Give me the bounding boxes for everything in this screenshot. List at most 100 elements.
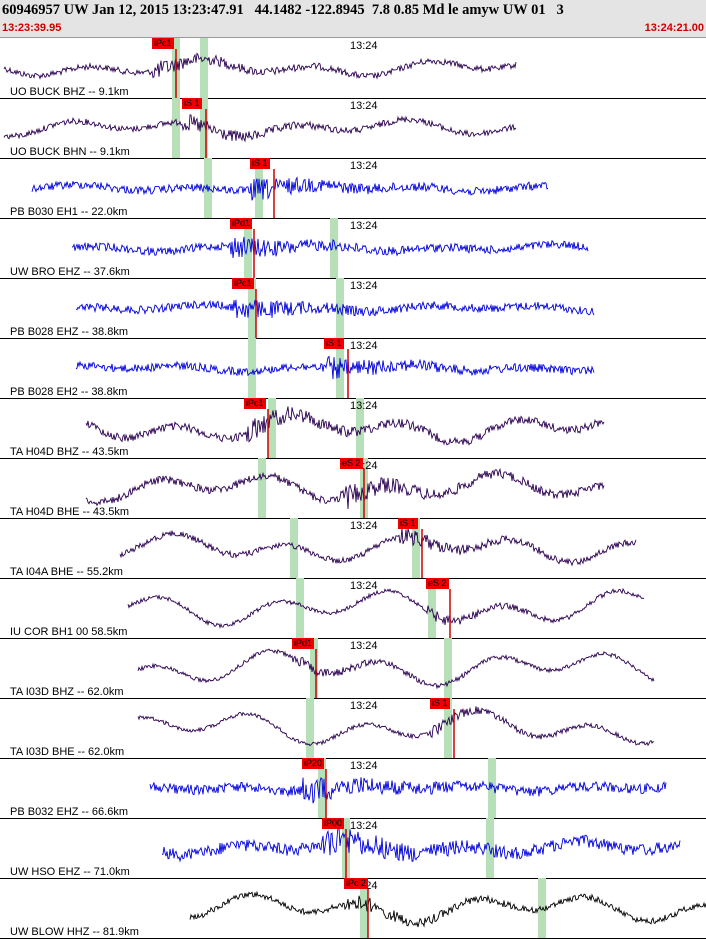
trace-panel[interactable]: 13:24 iPc1 UO BUCK BHZ -- 9.1km xyxy=(0,38,706,99)
channel-label: UW BRO EHZ -- 37.6km xyxy=(10,266,130,278)
minute-tick: 13:24 xyxy=(350,280,378,292)
channel-label: UO BUCK BHN -- 9.1km xyxy=(10,146,130,158)
waveform xyxy=(85,406,605,446)
waveform xyxy=(149,777,667,804)
waveform xyxy=(71,236,589,259)
trace-panel[interactable]: 13:24 iP00 UW HSO EHZ -- 71.0km xyxy=(0,818,706,879)
minute-tick: 13:24 xyxy=(350,700,378,712)
window-bar xyxy=(204,158,212,218)
minute-tick: 13:24 xyxy=(350,340,378,352)
channel-label: TA I04A BHE -- 55.2km xyxy=(10,566,123,578)
window-bar xyxy=(428,578,436,638)
trace-panel[interactable]: 13:24 iPc1 TA H04D BHZ -- 43.5km xyxy=(0,398,706,459)
waveform xyxy=(137,648,655,690)
window-bar xyxy=(172,98,180,158)
trace-panel[interactable]: 13:24 iPd1 UW BRO EHZ -- 37.6km xyxy=(0,218,706,279)
minute-tick: 13:24 xyxy=(350,820,378,832)
phase-pick[interactable]: iS 1 xyxy=(430,698,450,709)
trace-panel[interactable]: 13:24 iS 1 TA I03D BHE -- 62.0km xyxy=(0,698,706,759)
channel-label: IU COR BH1 00 58.5km xyxy=(10,626,128,638)
trace-panel[interactable]: 13:24 iPd1 TA I03D BHZ -- 62.0km xyxy=(0,638,706,699)
channel-label: PB B032 EHZ -- 66.6km xyxy=(10,806,128,818)
channel-label: PB B028 EHZ -- 38.8km xyxy=(10,326,128,338)
window-bar xyxy=(444,698,452,758)
window-bar xyxy=(296,578,304,638)
trace-panel[interactable]: 13:24 eS 2 IU COR BH1 00 58.5km xyxy=(0,578,706,639)
window-bar xyxy=(360,878,368,938)
channel-label: TA I03D BHE -- 62.0km xyxy=(10,746,125,758)
phase-pick[interactable]: iS 1 xyxy=(324,338,344,349)
phase-pick[interactable]: iS 1 xyxy=(182,98,202,109)
trace-svg xyxy=(119,518,637,578)
trace-panel[interactable]: 13:24 iS 1 UO BUCK BHN -- 9.1km xyxy=(0,98,706,159)
trace-svg xyxy=(85,398,605,458)
window-bar xyxy=(356,398,364,458)
phase-pick[interactable]: iPc1 xyxy=(152,38,174,49)
waveform xyxy=(127,587,645,629)
phase-pick[interactable]: iP20 xyxy=(302,758,325,769)
phase-pick[interactable]: iPc1 xyxy=(244,398,266,409)
minute-tick: 13:24 xyxy=(350,640,378,652)
window-bar xyxy=(248,278,256,338)
channel-label: UW HSO EHZ -- 71.0km xyxy=(10,866,130,878)
channel-label: PB B030 EH1 -- 22.0km xyxy=(10,206,128,218)
channel-label: TA H04D BHE -- 43.5km xyxy=(10,506,129,518)
trace-svg xyxy=(3,38,517,98)
phase-pick[interactable]: iS 1 xyxy=(250,158,270,169)
trace-svg xyxy=(31,158,549,218)
waveform xyxy=(31,176,549,201)
window-bar xyxy=(412,518,420,578)
trace-panel[interactable]: 13:24 iP20 PB B032 EHZ -- 66.6km xyxy=(0,758,706,819)
waveform xyxy=(137,706,655,747)
waveform xyxy=(75,355,595,380)
phase-pick[interactable]: eS 2 xyxy=(340,458,363,469)
trace-svg xyxy=(3,98,517,158)
waveform xyxy=(75,299,595,319)
phase-pick[interactable]: iPd1 xyxy=(230,218,253,229)
channel-label: TA H04D BHZ -- 43.5km xyxy=(10,446,129,458)
waveform xyxy=(189,890,706,928)
minute-tick: 13:24 xyxy=(350,400,378,412)
trace-svg xyxy=(149,758,667,818)
trace-svg xyxy=(137,698,655,758)
trace-svg xyxy=(75,278,595,338)
trace-panel[interactable]: 13:24 iS 1 TA I04A BHE -- 55.2km xyxy=(0,518,706,579)
event-title: 60946957 UW Jan 12, 2015 13:23:47.91 44.… xyxy=(2,2,564,18)
phase-pick[interactable]: eS 2 xyxy=(426,578,449,589)
window-bar xyxy=(255,158,263,218)
channel-label: TA I03D BHZ -- 62.0km xyxy=(10,686,124,698)
window-bar xyxy=(306,698,314,758)
window-bar xyxy=(488,758,496,818)
trace-panel[interactable]: 13:24 iS 1 PB B028 EH2 -- 38.8km xyxy=(0,338,706,399)
minute-tick: 13:24 xyxy=(350,520,378,532)
trace-svg xyxy=(137,638,655,698)
phase-pick[interactable]: iPc1 xyxy=(232,278,254,289)
minute-tick: 13:24 xyxy=(350,100,378,112)
trace-panel[interactable]: 13:24 eS 2 TA H04D BHE -- 43.5km xyxy=(0,458,706,519)
channel-label: PB B028 EH2 -- 38.8km xyxy=(10,386,128,398)
waveform xyxy=(119,527,637,567)
window-bar xyxy=(310,638,318,698)
phase-pick[interactable]: iP00 xyxy=(322,818,345,829)
phase-pick[interactable]: iPc 2 xyxy=(344,878,369,889)
time-end: 13:24:21.00 xyxy=(644,22,704,34)
window-bar xyxy=(258,458,266,518)
window-bar xyxy=(330,218,338,278)
waveform xyxy=(3,114,517,143)
seismogram-plot[interactable]: 13:24 iPc1 UO BUCK BHZ -- 9.1km 13:24 iS 1 U… xyxy=(0,38,706,939)
waveform xyxy=(85,467,605,510)
waveform xyxy=(161,826,681,863)
window-bar xyxy=(244,218,252,278)
trace-panel[interactable]: 13:24 iPc1 PB B028 EHZ -- 38.8km xyxy=(0,278,706,339)
trace-svg xyxy=(161,818,681,878)
channel-label: UW BLOW HHZ -- 81.9km xyxy=(10,926,139,938)
phase-pick[interactable]: iS 1 xyxy=(398,518,418,529)
trace-svg xyxy=(189,878,706,938)
phase-pick[interactable]: iPd1 xyxy=(292,638,315,649)
window-bar xyxy=(336,338,344,398)
window-bar xyxy=(538,878,546,938)
trace-panel[interactable]: 13:24 iS 1 PB B030 EH1 -- 22.0km xyxy=(0,158,706,219)
event-header: 60946957 UW Jan 12, 2015 13:23:47.91 44.… xyxy=(0,0,706,38)
window-bar xyxy=(444,638,452,698)
